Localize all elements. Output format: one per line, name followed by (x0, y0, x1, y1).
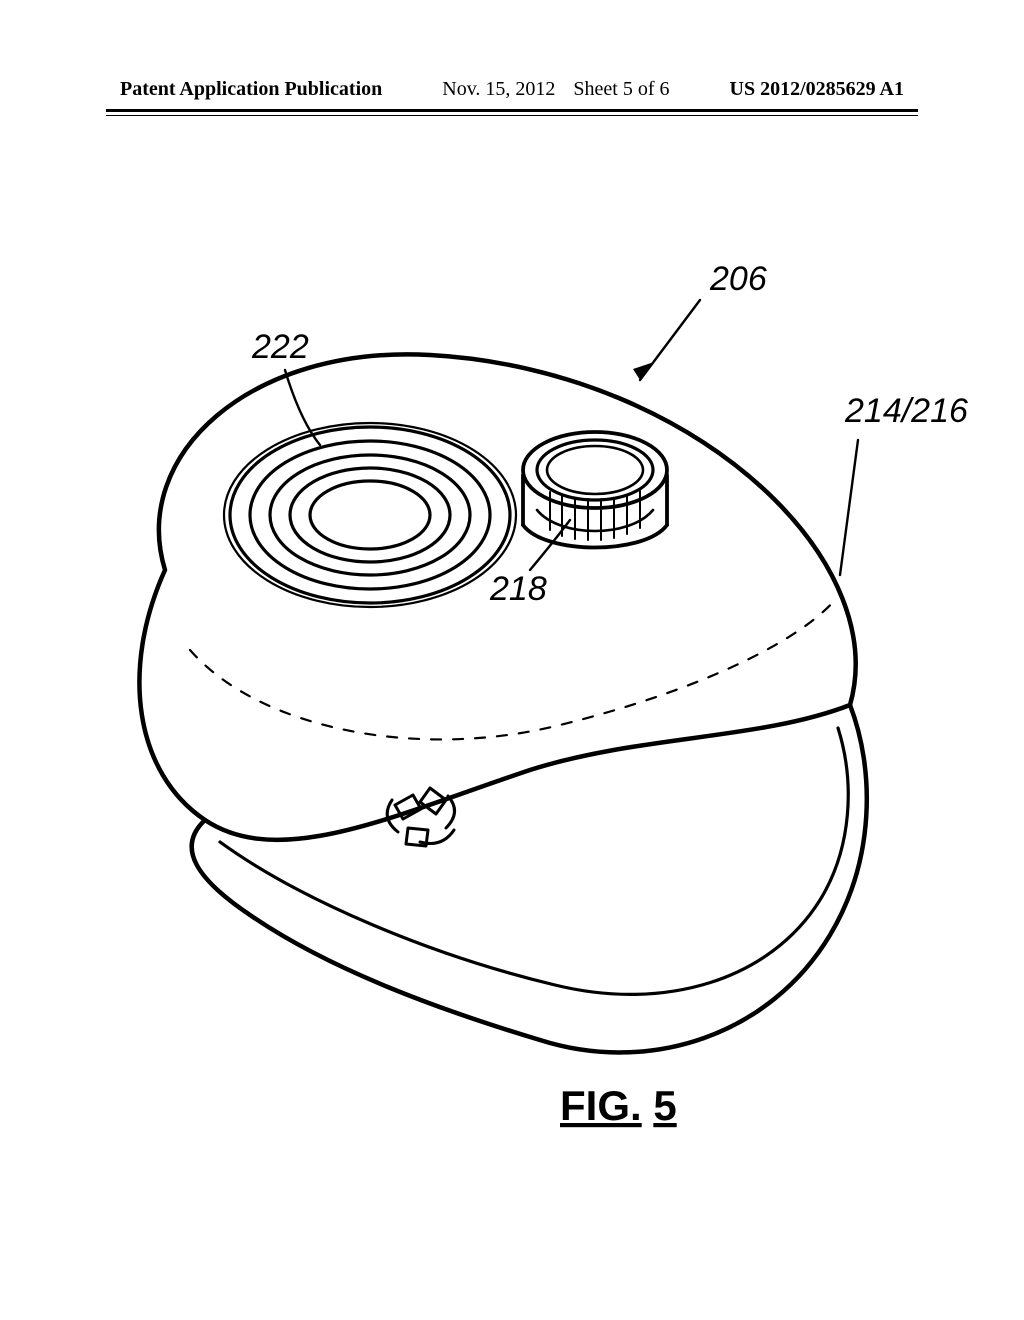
header-rule (106, 109, 918, 112)
leaders (285, 300, 858, 575)
sheet-indicator: Sheet 5 of 6 (573, 78, 669, 101)
port (523, 432, 667, 548)
body-shell (139, 354, 866, 1052)
header-rule-thin (106, 115, 918, 116)
callout-206: 206 (709, 260, 767, 298)
callout-222: 222 (251, 328, 309, 366)
figure-svg: 206 222 218 214/216 FIG. 5 (0, 180, 1024, 1180)
publication-label: Patent Application Publication (120, 78, 382, 101)
concentric-rings (224, 423, 516, 607)
publication-date: Nov. 15, 2012 (442, 78, 555, 101)
figure-5: 206 222 218 214/216 FIG. 5 (0, 180, 1024, 1180)
page-header: Patent Application Publication Nov. 15, … (0, 78, 1024, 116)
callout-214-216: 214/216 (844, 392, 968, 430)
figure-label: FIG. 5 (560, 1082, 677, 1129)
publication-number: US 2012/0285629 A1 (730, 78, 904, 101)
callout-218: 218 (489, 570, 547, 608)
header-row: Patent Application Publication Nov. 15, … (0, 78, 1024, 109)
